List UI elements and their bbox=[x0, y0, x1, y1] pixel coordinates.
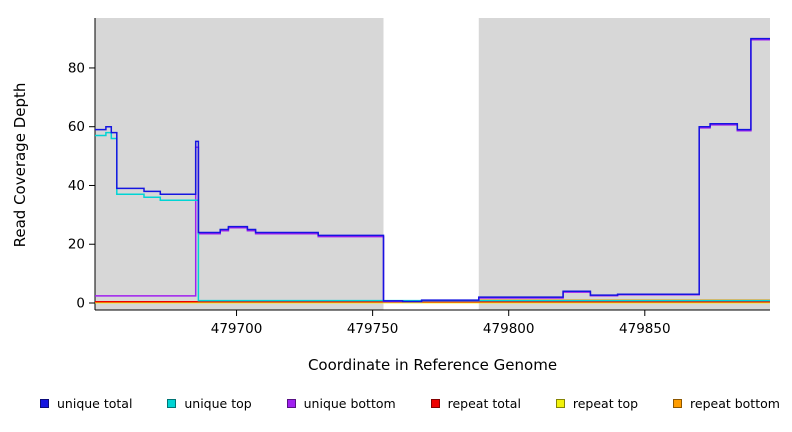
series-unique-top bbox=[95, 131, 770, 302]
legend-swatch-icon bbox=[286, 399, 296, 408]
y-tick-label: 60 bbox=[68, 119, 85, 135]
highlight-region bbox=[383, 18, 479, 310]
series-unique-total bbox=[95, 37, 770, 303]
legend-item-repeat-total: repeat total bbox=[430, 396, 521, 411]
legend-swatch-icon bbox=[430, 399, 440, 408]
legend-swatch-icon bbox=[40, 399, 49, 408]
legend-label: unique top bbox=[184, 396, 252, 411]
x-tick-label: 479700 bbox=[211, 321, 263, 337]
x-tick-label: 479800 bbox=[483, 321, 535, 337]
legend-label: unique total bbox=[57, 396, 133, 411]
x-tick-label: 479850 bbox=[619, 321, 671, 337]
legend-item-repeat-bottom: repeat bottom bbox=[673, 396, 780, 411]
y-tick-label: 40 bbox=[68, 178, 85, 194]
legend-swatch-icon bbox=[555, 399, 565, 408]
legend-label: unique bottom bbox=[303, 396, 396, 411]
y-tick-label: 80 bbox=[68, 60, 85, 76]
legend-item-repeat-top: repeat top bbox=[555, 396, 639, 411]
chart-legend: unique total unique top unique bottom repea… bbox=[40, 396, 780, 411]
y-tick-label: 0 bbox=[76, 296, 85, 312]
chart-canvas: 0 20 40 60 80 479700 479750 479800 479850 bbox=[68, 18, 770, 337]
legend-item-unique-bottom: unique bottom bbox=[286, 396, 396, 411]
legend-label: repeat top bbox=[572, 396, 639, 411]
legend-label: repeat bottom bbox=[690, 396, 780, 411]
legend-item-unique-top: unique top bbox=[167, 396, 252, 411]
legend-label: repeat total bbox=[447, 396, 521, 411]
x-tick-label: 479750 bbox=[347, 321, 399, 337]
legend-swatch-icon bbox=[167, 399, 177, 408]
x-axis-title: Coordinate in Reference Genome bbox=[307, 356, 558, 374]
legend-item-unique-total: unique total bbox=[40, 396, 132, 411]
y-tick-label: 20 bbox=[68, 237, 85, 253]
legend-swatch-icon bbox=[673, 399, 683, 408]
